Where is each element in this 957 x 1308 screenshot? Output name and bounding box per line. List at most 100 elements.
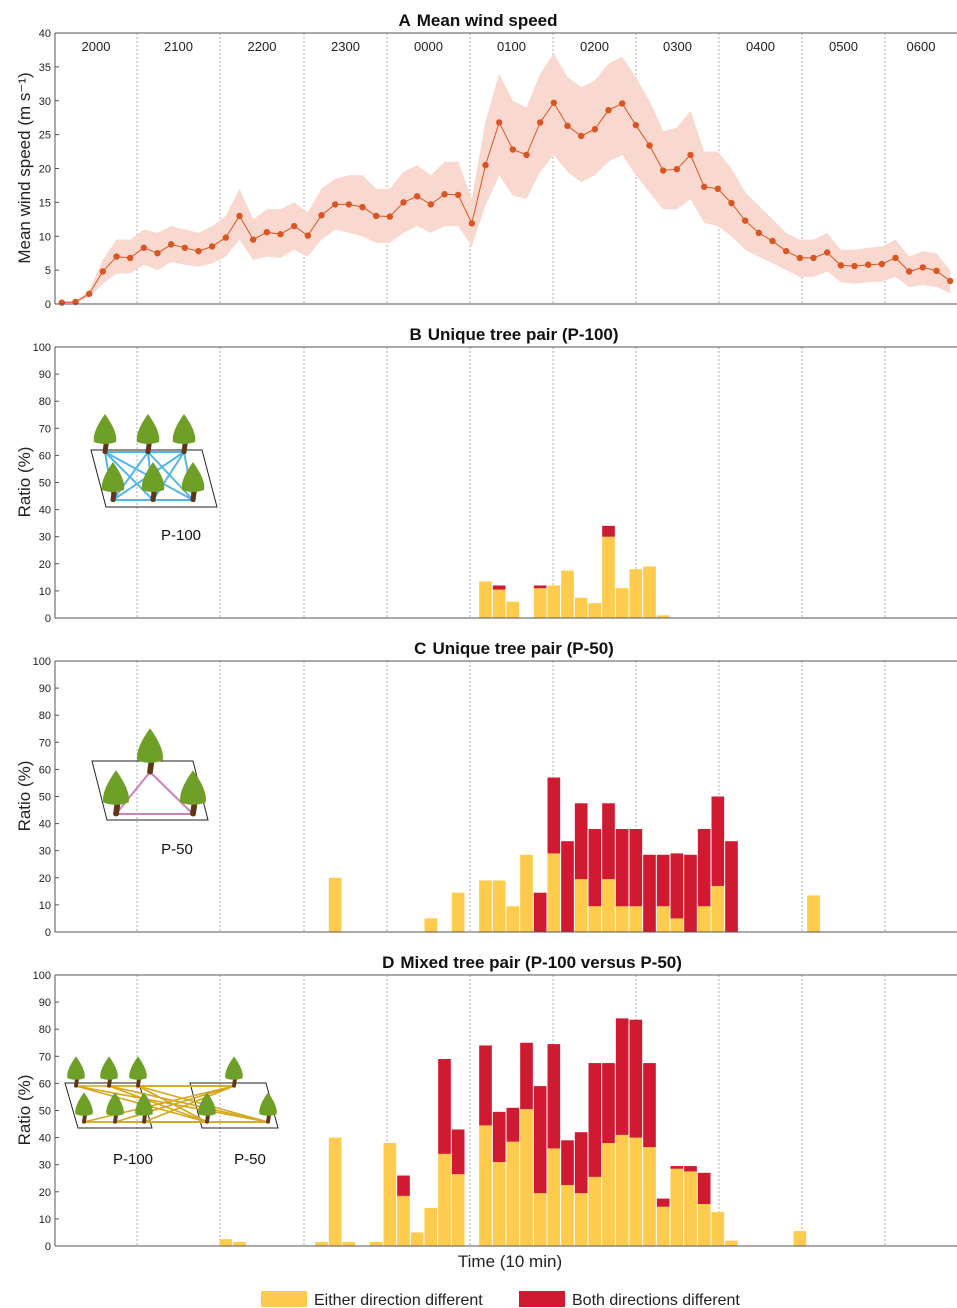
y-tick-label: 90 bbox=[39, 997, 51, 1009]
panel-a-uncertainty-band bbox=[61, 53, 951, 304]
panel-a-title: A Mean wind speed bbox=[398, 11, 557, 30]
legend-swatch-either bbox=[261, 1291, 307, 1307]
y-tick-label: 80 bbox=[39, 396, 51, 408]
bar-either bbox=[670, 918, 684, 932]
panel-d-axes bbox=[54, 974, 957, 1247]
bar-either bbox=[547, 585, 561, 618]
bar-both bbox=[684, 854, 697, 932]
y-tick-label: 40 bbox=[39, 505, 51, 517]
bar-both bbox=[561, 1140, 574, 1186]
bar-either bbox=[451, 892, 465, 932]
bar-either bbox=[328, 1137, 342, 1246]
tree-pair-link bbox=[152, 451, 185, 501]
bar-both bbox=[711, 796, 725, 886]
bar-both bbox=[397, 1175, 410, 1196]
wind-speed-point bbox=[277, 231, 284, 238]
y-tick-label: 0 bbox=[45, 613, 51, 625]
tree-icon bbox=[259, 1092, 277, 1124]
bar-either bbox=[629, 906, 643, 932]
panel-c-y-axis-label: Ratio (%) bbox=[15, 761, 34, 832]
wind-speed-point bbox=[878, 260, 886, 268]
bar-either bbox=[588, 906, 602, 932]
panel-b-gridlines bbox=[136, 347, 886, 618]
bar-both bbox=[697, 829, 711, 907]
bar-either bbox=[451, 1174, 465, 1246]
wind-speed-point bbox=[646, 142, 653, 149]
bar-either bbox=[547, 853, 561, 932]
bar-either bbox=[793, 1231, 807, 1246]
bar-both bbox=[656, 1198, 670, 1207]
bar-both bbox=[547, 777, 561, 854]
tree-icon bbox=[67, 1056, 85, 1088]
y-tick-label: 0 bbox=[45, 1241, 51, 1253]
tree-icon bbox=[136, 414, 160, 455]
panel-a-hour-labels: 2000 2100 2200 2300 0000 0100 0200 0300 0400 0500… bbox=[82, 39, 936, 54]
bar-either bbox=[656, 906, 670, 932]
panel-d-bars bbox=[219, 1018, 807, 1246]
bar-either bbox=[219, 1239, 233, 1246]
y-tick-label: 90 bbox=[39, 369, 51, 381]
tree-icon bbox=[101, 462, 125, 503]
wind-speed-point bbox=[782, 247, 790, 255]
tree-icon bbox=[75, 1092, 93, 1124]
wind-speed-point bbox=[413, 193, 421, 200]
y-tick-label: 60 bbox=[39, 1078, 51, 1090]
bar-either bbox=[574, 597, 588, 618]
bar-both bbox=[561, 841, 574, 932]
panel-a-y-axis-label: Mean wind speed (m s⁻¹) bbox=[15, 72, 34, 263]
bar-either bbox=[656, 1206, 670, 1246]
bar-either bbox=[506, 906, 520, 932]
mixed-pair-link bbox=[143, 1085, 235, 1123]
y-tick-label: 50 bbox=[39, 1106, 51, 1118]
bar-either bbox=[588, 603, 602, 618]
bar-either bbox=[643, 566, 656, 618]
wind-speed-point bbox=[441, 191, 448, 198]
bar-either bbox=[725, 1240, 738, 1246]
wind-speed-point bbox=[536, 119, 544, 126]
tree-icon bbox=[181, 462, 205, 503]
tree-icon bbox=[135, 1092, 153, 1124]
bar-either bbox=[424, 918, 438, 932]
wind-speed-point bbox=[331, 201, 339, 208]
bar-both bbox=[684, 1166, 697, 1172]
bar-both bbox=[629, 829, 643, 907]
wind-speed-point bbox=[577, 132, 585, 140]
wind-speed-point bbox=[741, 217, 749, 224]
y-tick-label: 100 bbox=[33, 656, 51, 668]
bar-either bbox=[684, 1171, 697, 1246]
panel-c-inset-diagram: P-50 bbox=[91, 728, 209, 858]
bar-either bbox=[492, 589, 506, 618]
bar-either bbox=[438, 1153, 451, 1246]
wind-speed-point bbox=[482, 161, 489, 169]
bar-both bbox=[451, 1129, 465, 1175]
bar-either bbox=[233, 1241, 246, 1246]
tree-crown bbox=[198, 1092, 216, 1116]
bar-either bbox=[383, 1143, 397, 1246]
tree-crown bbox=[181, 462, 205, 492]
bar-either bbox=[629, 569, 643, 618]
bar-either bbox=[342, 1241, 356, 1246]
tree-crown bbox=[136, 414, 160, 444]
y-tick-label: 80 bbox=[39, 710, 51, 722]
tree-crown bbox=[172, 414, 196, 444]
bar-either bbox=[479, 880, 492, 932]
y-tick-label: 20 bbox=[39, 873, 51, 885]
panel-a-y-ticks: 0 5 10 15 20 25 30 35 40 bbox=[39, 28, 59, 311]
bar-either bbox=[602, 536, 615, 618]
wind-speed-point bbox=[318, 212, 325, 219]
bar-either bbox=[670, 1168, 684, 1246]
tree-pair-link bbox=[147, 451, 194, 501]
wind-speed-point bbox=[769, 237, 776, 245]
y-tick-label: 40 bbox=[39, 819, 51, 831]
tree-icon bbox=[106, 1092, 124, 1124]
wind-speed-point bbox=[837, 262, 845, 269]
wind-speed-point bbox=[386, 213, 394, 220]
y-tick-label: 30 bbox=[39, 846, 51, 858]
tree-icon bbox=[225, 1056, 243, 1088]
panel-b-title: B Unique tree pair (P-100) bbox=[409, 325, 618, 344]
bar-either bbox=[520, 1109, 533, 1246]
panel-b-y-ticks: 0 10 20 30 40 50 60 70 80 90 100 bbox=[33, 342, 59, 625]
tree-crown bbox=[135, 1092, 153, 1116]
tree-crown bbox=[67, 1056, 85, 1080]
bar-either bbox=[492, 1161, 506, 1246]
